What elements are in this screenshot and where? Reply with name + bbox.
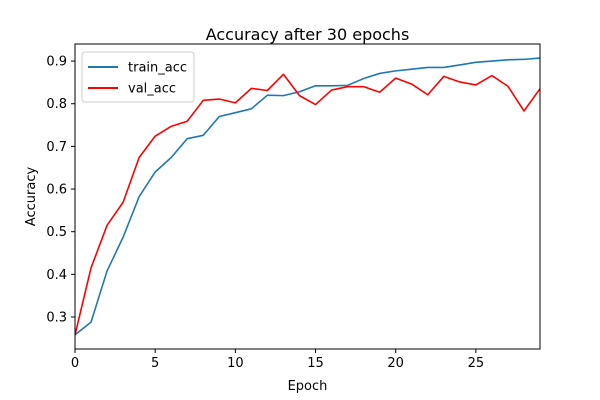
y-tick-label: 0.8 (46, 97, 67, 112)
x-tick-label: 5 (151, 356, 159, 371)
y-tick-label: 0.5 (46, 225, 67, 240)
y-tick-label: 0.4 (46, 268, 67, 283)
series-line-val-acc (75, 73, 540, 336)
plot-frame (74, 43, 541, 350)
y-tick-label: 0.6 (46, 183, 67, 198)
y-axis-label: Accuracy (24, 167, 39, 227)
legend-box (81, 51, 195, 103)
legend: train_acc val_acc (81, 51, 195, 103)
x-tick-label: 10 (227, 356, 244, 371)
legend-label-val-acc: val_acc (128, 82, 176, 97)
series-line-train-acc (75, 57, 540, 336)
chart-title: Accuracy after 30 epochs (206, 25, 410, 44)
x-tick-label: 20 (387, 356, 404, 371)
x-tick-label: 15 (307, 356, 324, 371)
x-tick-label: 25 (468, 356, 485, 371)
x-axis-label: Epoch (288, 379, 328, 394)
y-tick-label: 0.3 (46, 311, 67, 326)
y-tick-label: 0.9 (46, 55, 67, 70)
y-tick-label: 0.7 (46, 140, 67, 155)
x-tick-label: 0 (71, 356, 79, 371)
legend-label-train-acc: train_acc (128, 61, 187, 76)
